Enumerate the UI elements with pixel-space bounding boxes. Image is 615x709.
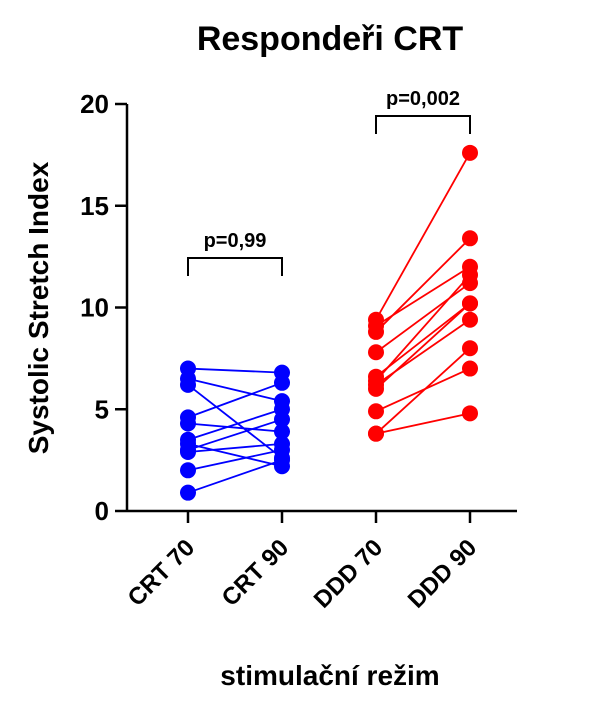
x-tick-label: CRT 90 <box>217 534 295 612</box>
data-point <box>180 443 196 460</box>
paired-line <box>375 274 471 382</box>
data-point <box>462 311 478 328</box>
data-point <box>180 484 196 501</box>
paired-line <box>187 408 283 441</box>
paired-line <box>375 302 471 390</box>
data-point <box>180 376 196 393</box>
x-ticks: CRT 70 CRT 90 DDD 70 DDD 90 <box>123 511 482 614</box>
paired-line <box>375 282 471 353</box>
data-point <box>462 340 478 357</box>
paired-line <box>375 347 471 435</box>
data-point <box>180 415 196 432</box>
paired-line <box>375 237 471 333</box>
x-tick-label: DDD 70 <box>309 534 388 613</box>
data-point <box>462 360 478 377</box>
paired-line <box>187 442 283 468</box>
paired-line <box>187 422 283 433</box>
y-tick-label: 10 <box>80 293 109 323</box>
paired-line <box>375 412 471 435</box>
x-axis-label: stimulační režim <box>220 660 439 691</box>
y-tick-label: 5 <box>95 394 109 424</box>
data-point <box>368 323 384 340</box>
significance-bracket <box>375 115 471 134</box>
chart-title: Respondeři CRT <box>197 20 464 58</box>
series-crt <box>180 360 290 501</box>
data-point <box>180 462 196 479</box>
data-point <box>274 423 290 440</box>
y-tick-label: 20 <box>80 89 109 119</box>
data-point <box>368 344 384 361</box>
data-point <box>462 144 478 161</box>
significance-bracket <box>187 257 283 276</box>
data-point <box>462 295 478 312</box>
data-point <box>274 452 290 469</box>
data-point <box>274 374 290 391</box>
paired-line <box>187 459 283 494</box>
paired-line <box>187 381 283 419</box>
data-point <box>462 230 478 247</box>
data-point <box>462 405 478 422</box>
data-point <box>368 425 384 442</box>
data-point <box>368 380 384 397</box>
series <box>180 144 478 501</box>
paired-line <box>187 377 283 402</box>
data-point <box>462 266 478 283</box>
series-ddd <box>368 144 478 442</box>
data-point <box>274 411 290 428</box>
p-value-label: p=0,002 <box>386 88 460 110</box>
p-value-label: p=0,99 <box>204 230 267 252</box>
x-tick-label: CRT 70 <box>123 534 201 612</box>
y-axis-label: Systolic Stretch Index <box>23 161 54 454</box>
data-point <box>368 403 384 420</box>
y-tick-label: 0 <box>95 496 109 526</box>
paired-line <box>187 449 283 472</box>
paired-line <box>375 152 471 321</box>
paired-line <box>187 418 283 451</box>
y-ticks: 0 5 10 15 20 <box>80 89 127 526</box>
y-tick-label: 15 <box>80 191 109 221</box>
paired-line <box>187 442 283 453</box>
significance-brackets: p=0,99 p=0,002 <box>187 88 471 276</box>
paired-line <box>375 302 471 378</box>
x-tick-label: DDD 90 <box>403 534 482 613</box>
paired-line <box>187 367 283 374</box>
